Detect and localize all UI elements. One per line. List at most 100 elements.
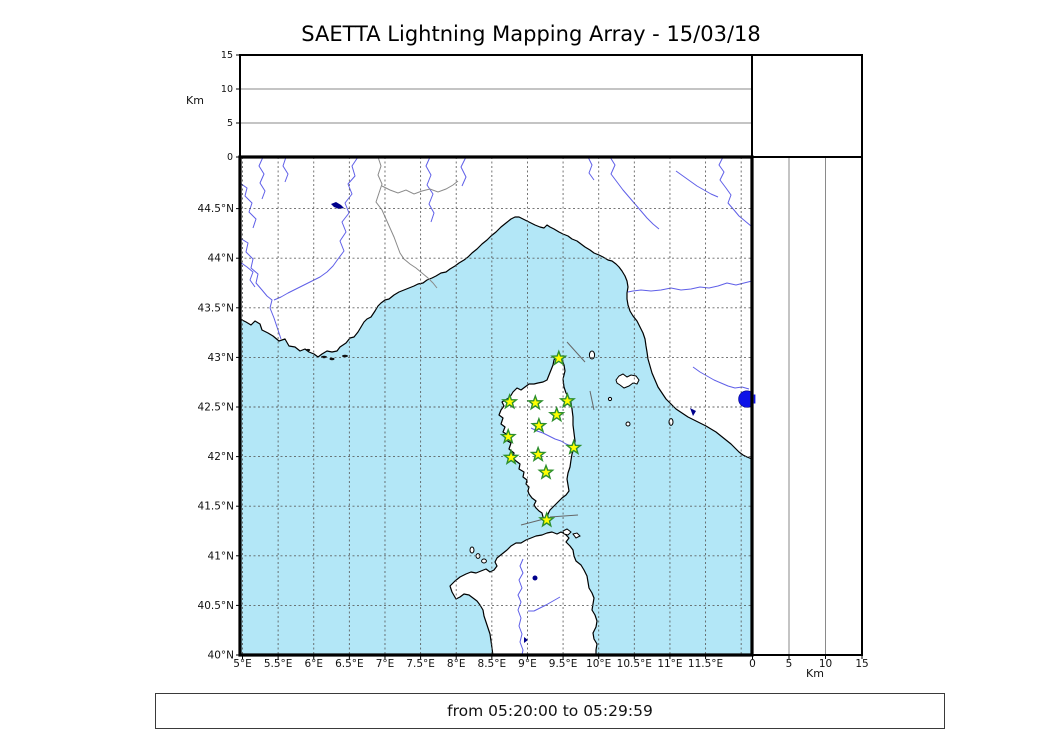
- sardinia-island: [449, 531, 598, 655]
- longitude-tick-label: 5.5°E: [264, 658, 293, 670]
- latitude-tick-label: 41°N: [208, 550, 234, 562]
- marseille-islet: [342, 354, 348, 358]
- top-panel-background: [240, 55, 752, 157]
- river-sardinia: [517, 558, 524, 655]
- right-altitude-tick-label: 10: [819, 658, 832, 670]
- altitude-longitude-panel: [239, 54, 753, 158]
- river: [718, 157, 752, 227]
- latitude-tick-label: 43.5°N: [198, 302, 234, 314]
- longitude-tick-label: 7°E: [376, 658, 395, 670]
- lightning-points: [738, 390, 752, 408]
- top-panel-gridlines: [240, 88, 752, 124]
- longitude-tick-label: 7.5°E: [406, 658, 435, 670]
- longitude-tick-label: 10°E: [586, 658, 611, 670]
- station-marker: [548, 405, 566, 423]
- latitude-tick-label: 44°N: [208, 253, 234, 265]
- figure-title: SAETTA Lightning Mapping Array - 15/03/1…: [301, 22, 761, 46]
- river: [587, 157, 595, 181]
- corner-panel: [751, 54, 863, 158]
- rivers: [240, 157, 752, 655]
- station-marker: [526, 393, 544, 411]
- map-panel: [240, 157, 752, 655]
- montecristo-island: [625, 421, 631, 427]
- maddalena-islet: [562, 528, 572, 536]
- boundary-segment: [549, 514, 579, 518]
- longitude-tick-label: 10.5°E: [617, 658, 652, 670]
- boundary-segment: [520, 518, 545, 526]
- boundary-segment: [566, 341, 586, 363]
- country-borders: [375, 157, 459, 289]
- river: [240, 261, 256, 288]
- top-altitude-tick-label: 5: [227, 118, 233, 129]
- longitude-tick-label: 5°E: [233, 658, 252, 670]
- lake: [524, 637, 528, 643]
- boundary-segments: [520, 341, 595, 526]
- lakes: [331, 202, 696, 643]
- right-panel-gridlines: [788, 157, 826, 655]
- river: [675, 170, 719, 198]
- station-marker: [501, 392, 519, 410]
- lake: [331, 202, 344, 209]
- latitude-tick-labels: 40°N 40.5°N 41°N 41.5°N 42°N 42.5°N 43°N 43.5°N…: [198, 203, 234, 661]
- longitude-tick-label: 6°E: [304, 658, 323, 670]
- latitude-tick-label: 44.5°N: [198, 203, 234, 215]
- river: [609, 157, 660, 230]
- station-marker: [530, 416, 548, 434]
- capraia-island: [588, 350, 596, 360]
- station-marker: [550, 349, 568, 366]
- lightning-point: [738, 390, 752, 408]
- corsica-island: [498, 355, 576, 522]
- longitude-tick-label: 9.5°E: [549, 658, 578, 670]
- pianosa-island: [607, 396, 613, 402]
- top-km-axis-label: Km: [186, 94, 204, 107]
- longitude-tick-label: 6.5°E: [335, 658, 364, 670]
- station-marker: [529, 445, 547, 462]
- latitude-tick-label: 43°N: [208, 352, 234, 364]
- marseille-islet: [329, 357, 335, 361]
- latitude-tick-label: 40°N: [208, 650, 234, 662]
- right-altitude-tick-label: 0: [749, 658, 756, 670]
- top-altitude-tick-label: 10: [221, 84, 233, 95]
- station-marker: [537, 463, 555, 480]
- station-marker: [502, 448, 520, 465]
- time-window-box: from 05:20:00 to 05:29:59: [155, 693, 945, 729]
- longitude-tick-label: 9°E: [518, 658, 537, 670]
- right-panel-background: [752, 157, 862, 655]
- altitude-latitude-panel: [751, 156, 863, 656]
- top-altitude-tick-label: 0: [227, 152, 233, 163]
- mainland-coast: [240, 157, 752, 460]
- boundary-segment: [589, 390, 595, 411]
- latitude-tick-label: 40.5°N: [198, 600, 234, 612]
- border-france-italy: [375, 157, 438, 289]
- river: [273, 157, 359, 301]
- axis-ticks: [236, 54, 863, 659]
- station-marker: [538, 511, 556, 528]
- river: [258, 157, 266, 200]
- map-gridlines: [240, 157, 752, 655]
- top-altitude-tick-label: 15: [221, 50, 233, 61]
- longitude-tick-label: 11.5°E: [688, 658, 723, 670]
- small-islands: [469, 350, 674, 564]
- asinara-islet: [481, 558, 487, 564]
- lagoon: [690, 408, 696, 416]
- river: [240, 237, 282, 340]
- top-altitude-tick-labels: 0 5 10 15: [221, 50, 233, 163]
- right-altitude-tick-label: 5: [786, 658, 793, 670]
- latitude-tick-label: 41.5°N: [198, 501, 234, 513]
- asinara-islet: [469, 546, 475, 554]
- river-sardinia: [528, 596, 561, 612]
- river-arno: [627, 280, 752, 293]
- dark-islets: [305, 348, 348, 361]
- river: [240, 182, 257, 229]
- latitude-tick-label: 42.5°N: [198, 402, 234, 414]
- right-altitude-tick-label: 15: [855, 658, 868, 670]
- longitude-tick-labels: 5°E 5.5°E 6°E 6.5°E 7°E 7.5°E 8°E 8.5°E 9°E 9.5°E…: [233, 658, 723, 670]
- map-border: [238, 155, 754, 657]
- time-window-text: from 05:20:00 to 05:29:59: [447, 702, 653, 720]
- station-marker: [499, 427, 517, 445]
- longitude-tick-label: 8.5°E: [478, 658, 507, 670]
- station-marker: [565, 438, 583, 455]
- elba-island: [615, 373, 640, 389]
